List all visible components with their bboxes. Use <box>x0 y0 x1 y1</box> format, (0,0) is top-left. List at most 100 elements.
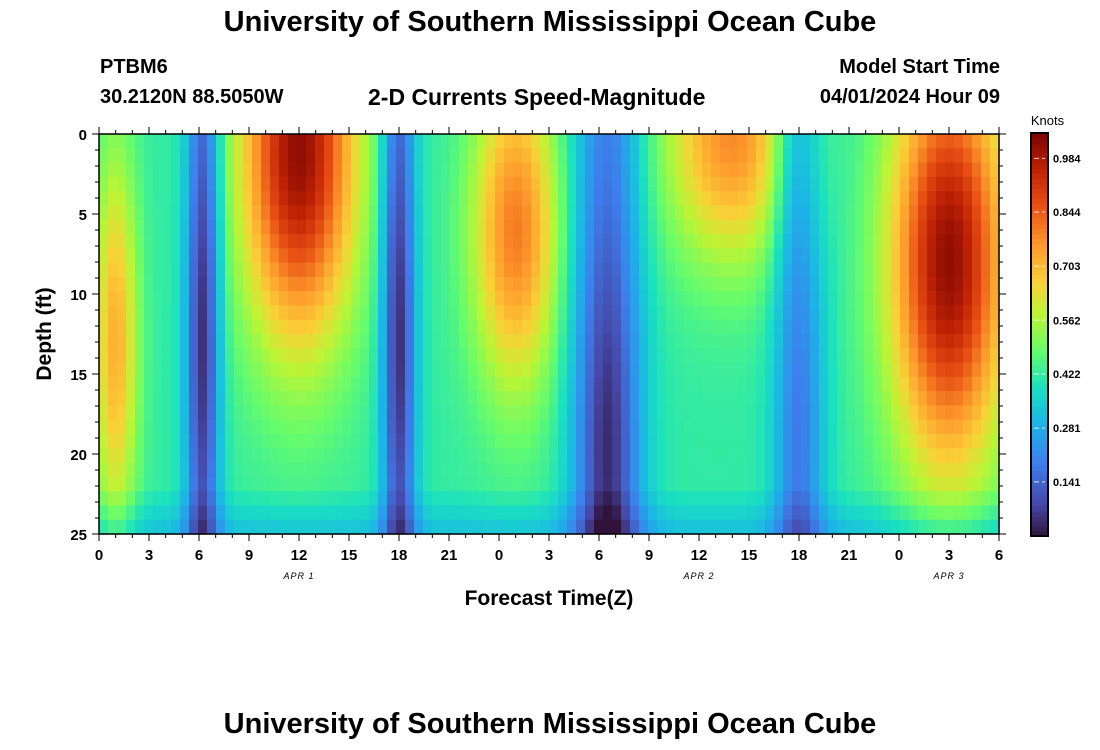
heatmap-cell <box>405 362 415 378</box>
heatmap-cell <box>990 319 1000 335</box>
heatmap-cell <box>324 234 334 249</box>
heatmap-cell <box>135 234 145 249</box>
heatmap-cell <box>333 462 343 478</box>
heatmap-cell <box>891 262 901 278</box>
heatmap-cell <box>819 305 829 321</box>
heatmap-cell <box>819 376 829 392</box>
heatmap-cell <box>513 191 523 207</box>
heatmap-cell <box>432 476 442 492</box>
heatmap-cell <box>540 391 550 407</box>
heatmap-cell <box>531 362 541 378</box>
heatmap-cell <box>261 219 271 235</box>
heatmap-cell <box>216 334 226 349</box>
heatmap-cell <box>927 376 937 392</box>
heatmap-cell <box>108 476 118 492</box>
heatmap-cell <box>324 519 334 535</box>
colorbar-segment <box>1031 188 1048 195</box>
heatmap-cell <box>414 434 424 449</box>
heatmap-cell <box>819 191 829 207</box>
heatmap-cell <box>801 448 811 464</box>
heatmap-cell <box>684 319 694 335</box>
colorbar-segment <box>1031 500 1048 507</box>
heatmap-cell <box>243 362 253 378</box>
heatmap-cell <box>846 491 856 507</box>
heatmap-cell <box>603 348 613 364</box>
heatmap-cell <box>567 205 577 221</box>
heatmap-cell <box>369 191 379 207</box>
heatmap-cell <box>99 391 109 407</box>
heatmap-cell <box>846 434 856 449</box>
heatmap-cell <box>891 234 901 249</box>
heatmap-cell <box>882 519 892 535</box>
heatmap-cell <box>333 405 343 421</box>
heatmap-cell <box>576 219 586 235</box>
heatmap-cell <box>909 162 919 178</box>
heatmap-cell <box>198 134 208 149</box>
heatmap-cell <box>873 176 883 192</box>
heatmap-cell <box>243 219 253 235</box>
heatmap-cell <box>720 362 730 378</box>
heatmap-cell <box>414 405 424 421</box>
heatmap-cell <box>360 376 370 392</box>
heatmap-cell <box>513 505 523 521</box>
heatmap-cell <box>432 176 442 192</box>
heatmap-cell <box>225 276 235 292</box>
heatmap-cell <box>252 162 262 178</box>
heatmap-cell <box>891 391 901 407</box>
heatmap-cell <box>918 205 928 221</box>
heatmap-cell <box>981 376 991 392</box>
heatmap-cell <box>540 305 550 321</box>
heatmap-cell <box>495 434 505 449</box>
heatmap-cell <box>513 448 523 464</box>
heatmap-cell <box>864 191 874 207</box>
heatmap-cell <box>387 319 397 335</box>
heatmap-cell <box>207 162 217 178</box>
heatmap-cell <box>846 219 856 235</box>
heatmap-cell <box>783 219 793 235</box>
heatmap-cell <box>594 262 604 278</box>
heatmap-cell <box>360 491 370 507</box>
heatmap-cell <box>711 176 721 192</box>
heatmap-cell <box>612 134 622 149</box>
heatmap-cell <box>828 476 838 492</box>
heatmap-cell <box>261 476 271 492</box>
heatmap-cell <box>315 405 325 421</box>
heatmap-cell <box>162 348 172 364</box>
heatmap-cell <box>567 248 577 264</box>
heatmap-cell <box>531 162 541 178</box>
heatmap-cell <box>855 134 865 149</box>
heatmap-cell <box>711 391 721 407</box>
heatmap-cell <box>450 205 460 221</box>
heatmap-cell <box>423 505 433 521</box>
heatmap-cell <box>783 262 793 278</box>
colorbar-segment <box>1031 505 1048 512</box>
heatmap-cell <box>513 305 523 321</box>
heatmap-cell <box>504 191 514 207</box>
heatmap-cell <box>693 476 703 492</box>
heatmap-cell <box>621 176 631 192</box>
heatmap-cell <box>486 448 496 464</box>
heatmap-cell <box>378 391 388 407</box>
heatmap-cell <box>279 262 289 278</box>
x-tick-label: 3 <box>945 547 953 564</box>
heatmap-cell <box>549 319 559 335</box>
heatmap-cell <box>945 262 955 278</box>
heatmap-cell <box>324 176 334 192</box>
colorbar-segment <box>1031 520 1048 527</box>
heatmap-cell <box>819 405 829 421</box>
heatmap-cell <box>306 219 316 235</box>
heatmap-cell <box>810 505 820 521</box>
heatmap-cell <box>954 334 964 349</box>
heatmap-cell <box>558 405 568 421</box>
heatmap-cell <box>927 434 937 449</box>
heatmap-cell <box>261 505 271 521</box>
heatmap-cell <box>270 248 280 264</box>
heatmap-cell <box>351 462 361 478</box>
heatmap-cell <box>891 434 901 449</box>
heatmap-cell <box>621 248 631 264</box>
heatmap-cell <box>450 148 460 164</box>
heatmap-cell <box>477 391 487 407</box>
heatmap-cell <box>486 519 496 535</box>
heatmap-cell <box>801 405 811 421</box>
heatmap-cell <box>648 276 658 292</box>
